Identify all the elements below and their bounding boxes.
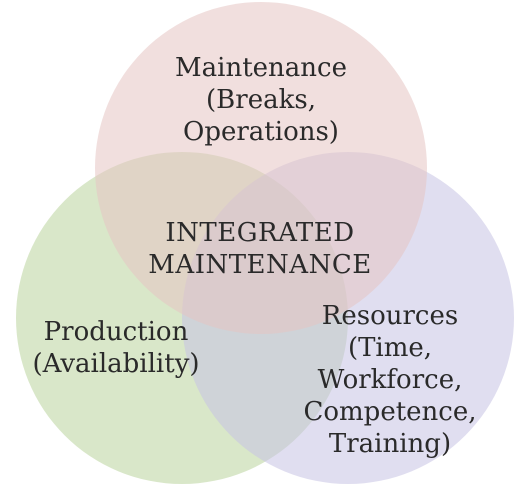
- integrated-maintenance-label: INTEGRATED MAINTENANCE: [148, 218, 372, 280]
- maintenance-circle: [95, 2, 427, 334]
- production-label: Production (Availability): [32, 317, 200, 379]
- resources-label: Resources (Time, Workforce, Competence, …: [303, 301, 477, 459]
- maintenance-label: Maintenance (Breaks, Operations): [175, 53, 347, 147]
